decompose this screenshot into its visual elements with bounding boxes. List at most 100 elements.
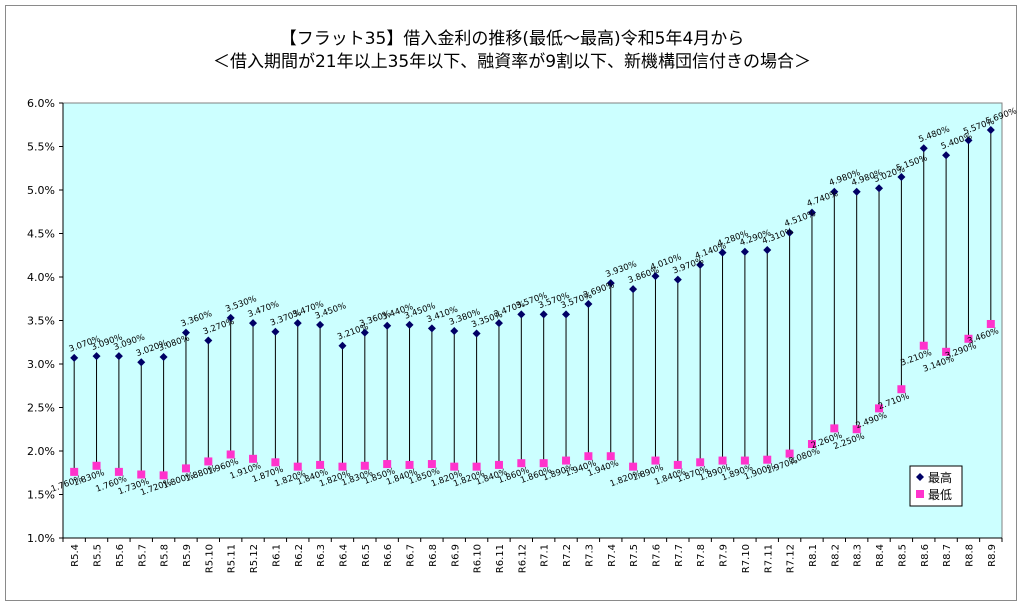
x-tick-label: R5.5: [93, 544, 104, 567]
low-point: [427, 460, 436, 469]
x-tick-label: R6.4: [338, 544, 349, 567]
low-point: [718, 456, 727, 465]
x-tick-label: R6.9: [450, 544, 461, 567]
high-point: [584, 299, 593, 308]
high-point: [539, 310, 548, 319]
legend-marker-low: [916, 490, 924, 498]
high-point: [651, 272, 660, 281]
low-point: [293, 462, 302, 471]
low-point: [114, 467, 123, 476]
high-point: [629, 285, 638, 294]
high-point: [942, 151, 951, 160]
x-tick-label: R8.4: [875, 544, 886, 567]
x-tick-label: R7.5: [629, 544, 640, 567]
y-axis: 1.0% 1.5% 2.0% 2.5% 3.0% 3.5% 4.0% 4.5% 5.0% 5.5%…: [27, 97, 64, 545]
x-tick-label: R5.8: [160, 544, 171, 567]
high-point: [718, 248, 727, 257]
low-point: [673, 460, 682, 469]
high-point: [785, 228, 794, 237]
x-tick-label: R8.8: [964, 544, 975, 567]
high-point: [450, 326, 459, 335]
x-tick-label: R6.10: [473, 544, 484, 573]
high-point: [897, 172, 906, 181]
legend-marker-high: [916, 473, 924, 481]
x-tick-label: R5.10: [204, 544, 215, 573]
low-point: [159, 471, 168, 480]
y-tick-label: 1.5%: [27, 489, 55, 502]
low-point: [316, 460, 325, 469]
x-tick-label: R7.2: [562, 544, 573, 567]
high-point: [696, 260, 705, 269]
low-point: [92, 461, 101, 470]
low-point: [785, 449, 794, 458]
low-point: [70, 467, 79, 476]
high-point: [830, 187, 839, 196]
x-tick-label: R7.1: [540, 544, 551, 567]
x-tick-label: R7.12: [786, 544, 797, 573]
x-tick-label: R8.6: [920, 544, 931, 567]
high-point: [360, 328, 369, 337]
high-point: [852, 187, 861, 196]
x-tick-label: R7.3: [584, 544, 595, 567]
low-point: [629, 462, 638, 471]
y-tick-label: 3.5%: [27, 315, 55, 328]
x-tick-label: R6.1: [271, 544, 282, 567]
plot-area: [62, 102, 1003, 539]
high-low-lines: [73, 129, 992, 476]
high-point: [673, 275, 682, 284]
low-point: [494, 460, 503, 469]
high-point: [763, 246, 772, 255]
high-point: [517, 310, 526, 319]
x-tick-label: R7.10: [741, 544, 752, 573]
x-tick-label: R5.4: [70, 544, 81, 567]
low-point: [696, 458, 705, 467]
high-point: [204, 336, 213, 345]
high-point: [338, 341, 347, 350]
x-tick-label: R6.5: [361, 544, 372, 567]
x-tick-label: R5.12: [249, 544, 260, 573]
x-tick-label: R8.5: [897, 544, 908, 567]
high-point: [92, 352, 101, 361]
x-tick-label: R6.2: [294, 544, 305, 567]
high-point: [964, 136, 973, 145]
high-point: [159, 353, 168, 362]
y-tick-label: 4.5%: [27, 228, 55, 241]
x-tick-label: R6.12: [517, 544, 528, 573]
low-point: [204, 457, 213, 466]
y-tick-label: 2.5%: [27, 402, 55, 415]
high-point: [875, 184, 884, 193]
y-tick-label: 1.0%: [27, 532, 55, 545]
x-tick-label: R8.9: [987, 544, 998, 567]
high-point: [316, 320, 325, 329]
low-point: [986, 319, 995, 328]
low-point: [651, 456, 660, 465]
x-tick-label: R5.9: [182, 544, 193, 567]
y-tick-label: 5.0%: [27, 184, 55, 197]
high-point: [494, 319, 503, 328]
legend-box: [909, 465, 963, 507]
low-point: [562, 456, 571, 465]
low-point: [740, 456, 749, 465]
low-point: [137, 470, 146, 479]
high-point: [271, 327, 280, 336]
low-point: [271, 458, 280, 467]
y-tick-label: 6.0%: [27, 97, 55, 110]
high-point: [383, 321, 392, 330]
high-point: [807, 208, 816, 217]
chart-title: 【フラット35】借入金利の推移(最低～最高)令和5年4月から: [279, 29, 745, 49]
low-point: [897, 385, 906, 394]
high-point: [181, 328, 190, 337]
low-point: [942, 347, 951, 356]
high-point: [137, 358, 146, 367]
x-tick-label: R7.9: [719, 544, 730, 567]
high-point: [405, 320, 414, 329]
low-point: [763, 455, 772, 464]
y-tick-label: 2.0%: [27, 445, 55, 458]
x-tick-label: R7.7: [674, 544, 685, 567]
x-tick-label: R8.2: [830, 544, 841, 567]
low-point: [383, 460, 392, 469]
x-tick-label: R7.6: [651, 544, 662, 567]
x-tick-label: R6.6: [383, 544, 394, 567]
legend: 最高 最低: [909, 465, 963, 507]
